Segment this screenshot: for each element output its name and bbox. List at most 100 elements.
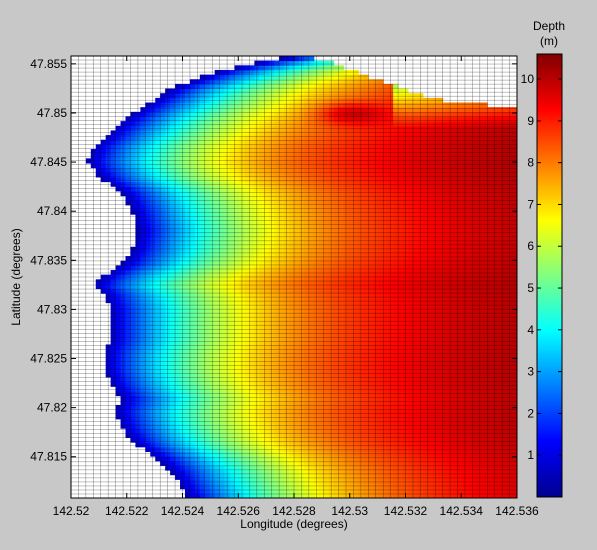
heatmap-cell <box>412 470 419 476</box>
heatmap-cell <box>259 293 265 299</box>
heatmap-cell <box>502 432 508 439</box>
heatmap-cell <box>189 283 196 290</box>
heatmap-cell <box>279 237 285 243</box>
heatmap-cell <box>472 293 478 299</box>
heatmap-cell <box>239 311 245 318</box>
heatmap-cell <box>393 386 399 392</box>
heatmap-cell <box>437 432 444 439</box>
heatmap-cell <box>189 367 196 373</box>
heatmap-cell <box>432 297 439 304</box>
heatmap-cell <box>303 232 310 238</box>
heatmap-cell <box>234 432 240 439</box>
heatmap-cell <box>130 437 136 443</box>
heatmap-cell <box>403 288 409 294</box>
heatmap-cell <box>323 307 330 313</box>
heatmap-cell <box>254 423 260 429</box>
heatmap-cell <box>244 465 250 471</box>
heatmap-cell <box>279 307 285 313</box>
heatmap-cell <box>244 423 250 429</box>
heatmap-cell <box>249 307 255 313</box>
heatmap-cell <box>189 256 196 262</box>
heatmap-cell <box>512 344 517 350</box>
heatmap-cell <box>452 265 459 271</box>
heatmap-cell <box>194 344 201 350</box>
heatmap-cell <box>412 400 419 406</box>
heatmap-cell <box>224 279 231 285</box>
heatmap-cell <box>224 404 231 411</box>
heatmap-cell <box>165 353 171 359</box>
heatmap-cell <box>244 321 250 327</box>
heatmap-cell <box>274 311 280 318</box>
heatmap-cell <box>313 358 320 364</box>
heatmap-cell <box>289 218 295 224</box>
heatmap-cell <box>229 218 236 224</box>
heatmap-cell <box>209 372 216 378</box>
heatmap-cell <box>264 437 270 443</box>
heatmap-cell <box>492 446 498 452</box>
heatmap-cell <box>323 404 330 411</box>
heatmap-cell <box>264 470 270 476</box>
heatmap-cell <box>264 428 270 434</box>
heatmap-cell <box>130 256 136 262</box>
heatmap-cell <box>412 484 419 490</box>
heatmap-cell <box>264 488 270 494</box>
heatmap-cell <box>467 460 473 466</box>
heatmap-cell <box>259 493 265 498</box>
heatmap-cell <box>244 442 250 448</box>
heatmap-cell <box>209 223 216 229</box>
heatmap-cell <box>457 432 463 439</box>
heatmap-cell <box>120 404 127 411</box>
heatmap-cell <box>160 372 166 378</box>
heatmap-cell <box>363 377 369 383</box>
heatmap-cell <box>383 460 389 466</box>
heatmap-cell <box>294 251 300 257</box>
heatmap-cell <box>467 404 473 411</box>
heatmap-cell <box>363 493 369 498</box>
heatmap-cell <box>373 265 379 271</box>
heatmap-cell <box>224 232 231 238</box>
heatmap-cell <box>150 437 156 443</box>
heatmap-cell <box>417 307 424 313</box>
heatmap-cell <box>323 395 330 401</box>
heatmap-cell <box>214 349 221 355</box>
heatmap-cell <box>333 437 340 443</box>
heatmap-cell <box>417 246 424 252</box>
heatmap-cell <box>487 335 493 341</box>
heatmap-cell <box>432 307 439 313</box>
heatmap-cell <box>378 381 384 387</box>
heatmap-cell <box>165 237 171 243</box>
heatmap-cell <box>284 209 290 215</box>
heatmap-cell <box>452 297 459 304</box>
heatmap-cell <box>383 325 389 331</box>
heatmap-cell <box>442 493 449 498</box>
heatmap-cell <box>328 367 335 373</box>
heatmap-cell <box>140 283 146 290</box>
heatmap-cell <box>279 283 285 290</box>
heatmap-cell <box>417 470 424 476</box>
heatmap-cell <box>204 493 211 498</box>
heatmap-cell <box>130 311 136 318</box>
heatmap-cell <box>313 297 320 304</box>
heatmap-cell <box>422 325 429 331</box>
heatmap-cell <box>180 363 186 369</box>
heatmap-cell <box>229 353 236 359</box>
heatmap-cell <box>512 335 517 341</box>
heatmap-cell <box>353 283 359 290</box>
heatmap-cell <box>447 423 454 429</box>
heatmap-cell <box>219 493 226 498</box>
heatmap-cell <box>412 293 419 299</box>
heatmap-cell <box>333 372 340 378</box>
heatmap-cell <box>229 279 236 285</box>
heatmap-cell <box>432 256 439 262</box>
heatmap-cell <box>393 279 399 285</box>
heatmap-cell <box>358 465 364 471</box>
heatmap-cell <box>437 470 444 476</box>
heatmap-cell <box>249 218 255 224</box>
heatmap-cell <box>284 358 290 364</box>
heatmap-cell <box>323 283 330 290</box>
heatmap-cell <box>279 297 285 304</box>
heatmap-cell <box>442 335 449 341</box>
heatmap-cell <box>373 465 379 471</box>
heatmap-cell <box>497 446 503 452</box>
heatmap-cell <box>254 279 260 285</box>
